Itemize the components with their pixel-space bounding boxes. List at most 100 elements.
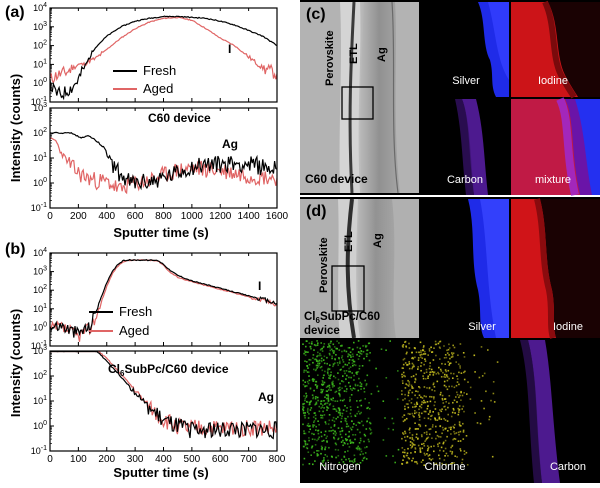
eds-dot [414,428,417,430]
eds-dot [332,416,335,419]
y-tick-label: 103 [33,345,47,356]
eds-dot [369,429,372,431]
eds-dot [321,390,324,393]
eds-dot [452,377,454,379]
eds-dot [463,410,465,413]
eds-dot [321,347,323,350]
eds-dot [402,459,404,461]
eds-dot [444,363,446,365]
eds-dot [451,353,454,356]
eds-dot [332,365,334,368]
eds-dot [458,423,461,425]
eds-dot [345,439,348,442]
eds-dot [310,400,312,402]
eds-dot [369,352,371,354]
eds-dot [320,414,322,417]
element-label: Ag [222,137,238,151]
eds-dot [429,362,431,364]
eds-dot [419,424,422,426]
eds-dot [439,436,442,438]
eds-dot [337,387,340,390]
eds-dot [434,408,437,410]
eds-dot [457,363,460,366]
eds-dot [444,376,447,378]
eds-dot [315,396,317,398]
y-tick-label: 102 [33,127,47,138]
eds-dot [459,367,461,369]
eds-dot [415,405,417,408]
eds-dot [306,411,309,413]
eds-dot [305,396,308,398]
eds-dot [355,372,357,374]
eds-dot [457,413,460,416]
eds-dot [329,345,331,347]
eds-dot [433,371,436,373]
eds-dot [424,350,426,353]
eds-dot [330,426,332,429]
eds-dot [317,362,319,365]
eds-dot [338,412,341,414]
eds-dot [341,430,343,433]
eds-dot [354,438,356,441]
eds-dot [339,414,341,416]
eds-dot [451,385,453,388]
eds-dot [366,407,368,410]
eds-dot [420,461,423,463]
eds-dot [308,342,311,344]
eds-dot [348,446,351,448]
eds-dot [354,384,357,387]
eds-dot [309,409,312,411]
eds-dot [324,403,326,405]
eds-dot [451,453,453,455]
eds-dot [456,393,459,396]
eds-dot [313,368,315,371]
eds-dot [345,420,348,423]
eds-dot [329,342,332,344]
eds-dot [431,458,434,460]
eds-dot [441,426,444,429]
eds-dot [493,401,496,403]
eds-dot [333,350,336,352]
eds-dot [327,369,329,371]
eds-dot [445,463,447,466]
eds-dot [404,393,406,396]
eds-dot [327,400,330,402]
eds-dot [308,371,310,373]
eds-dot [423,363,425,366]
eds-dot [346,407,348,409]
eds-dot [314,369,317,372]
eds-dot [341,387,343,389]
eds-dot [448,385,450,388]
eds-dot [307,367,309,369]
eds-dot [365,458,368,460]
d-nitrogen-label: Nitrogen [319,461,361,473]
eds-dot [463,371,465,374]
panel-a-tag: (a) [5,4,25,21]
eds-dot [353,363,356,366]
eds-dot [412,414,414,417]
eds-dot [421,443,423,445]
eds-dot [426,453,428,455]
eds-dot [412,444,414,447]
eds-dot [328,377,330,379]
eds-dot [318,405,321,408]
eds-dot [309,359,312,361]
x-tick-label: 600 [212,454,229,465]
eds-dot [329,403,332,405]
eds-dot [347,425,350,428]
eds-dot [456,378,459,380]
eds-dot [458,383,460,386]
eds-dot [448,402,450,405]
eds-dot [347,355,349,358]
eds-dot [444,447,447,450]
eds-dot [411,357,413,360]
eds-dot [423,432,426,434]
eds-dot [445,401,447,403]
eds-dot [327,395,330,397]
eds-dot [342,461,345,463]
eds-dot [409,437,411,439]
eds-dot [447,455,449,457]
eds-dot [363,387,365,390]
eds-dot [364,398,366,400]
eds-dot [401,373,403,376]
